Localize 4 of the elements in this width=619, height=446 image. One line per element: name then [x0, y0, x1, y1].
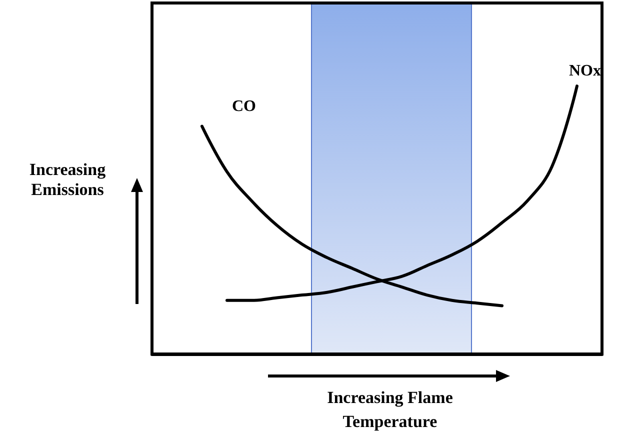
y-axis-title: Increasing Emissions — [28, 160, 107, 200]
series-label: NOx — [569, 62, 601, 80]
text: CO — [232, 98, 256, 115]
x-axis-title: Increasing Flame Temperature — [326, 387, 454, 433]
